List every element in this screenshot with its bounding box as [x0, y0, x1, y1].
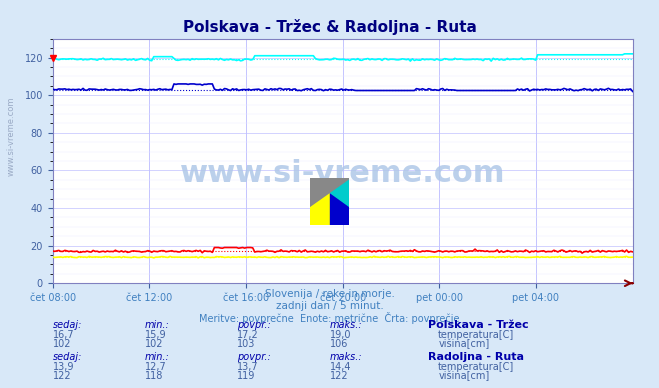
Text: 122: 122 [53, 371, 71, 381]
Text: zadnji dan / 5 minut.: zadnji dan / 5 minut. [275, 301, 384, 311]
Text: Slovenija / reke in morje.: Slovenija / reke in morje. [264, 289, 395, 299]
Text: temperatura[C]: temperatura[C] [438, 362, 515, 372]
Text: višina[cm]: višina[cm] [438, 339, 490, 349]
Text: 102: 102 [53, 339, 71, 349]
Text: 103: 103 [237, 339, 256, 349]
Text: povpr.:: povpr.: [237, 352, 271, 362]
Text: 17,2: 17,2 [237, 330, 259, 340]
Text: 16,7: 16,7 [53, 330, 74, 340]
Text: 119: 119 [237, 371, 256, 381]
Text: min.:: min.: [145, 320, 170, 330]
Text: 19,0: 19,0 [330, 330, 351, 340]
Polygon shape [310, 178, 349, 206]
Text: min.:: min.: [145, 352, 170, 362]
Text: 13,9: 13,9 [53, 362, 74, 372]
Polygon shape [310, 178, 349, 206]
Bar [330, 178, 349, 225]
Text: temperatura[C]: temperatura[C] [438, 330, 515, 340]
Text: 15,9: 15,9 [145, 330, 167, 340]
Text: 102: 102 [145, 339, 163, 349]
Text: Radoljna - Ruta: Radoljna - Ruta [428, 352, 525, 362]
Text: Polskava - Tržec: Polskava - Tržec [428, 320, 529, 330]
Text: www.si-vreme.com: www.si-vreme.com [180, 159, 505, 188]
Text: višina[cm]: višina[cm] [438, 371, 490, 381]
Text: 118: 118 [145, 371, 163, 381]
Text: sedaj:: sedaj: [53, 320, 82, 330]
Bar [310, 178, 330, 225]
Text: maks.:: maks.: [330, 352, 362, 362]
Text: 13,7: 13,7 [237, 362, 259, 372]
Text: 122: 122 [330, 371, 348, 381]
Text: maks.:: maks.: [330, 320, 362, 330]
Text: www.si-vreme.com: www.si-vreme.com [7, 96, 16, 175]
Text: 14,4: 14,4 [330, 362, 351, 372]
Text: povpr.:: povpr.: [237, 320, 271, 330]
Text: 106: 106 [330, 339, 348, 349]
Text: Polskava - Tržec & Radoljna - Ruta: Polskava - Tržec & Radoljna - Ruta [183, 19, 476, 35]
Text: 12,7: 12,7 [145, 362, 167, 372]
Text: Meritve: povprečne  Enote: metrične  Črta: povprečje: Meritve: povprečne Enote: metrične Črta:… [199, 312, 460, 324]
Text: sedaj:: sedaj: [53, 352, 82, 362]
